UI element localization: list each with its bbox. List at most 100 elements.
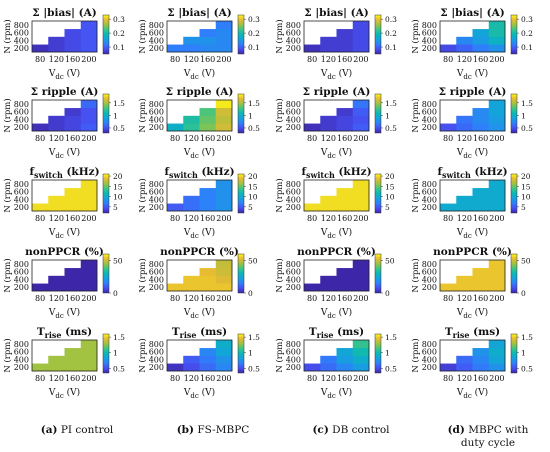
y-tick-label: 800	[422, 340, 437, 349]
heatmap-cell	[488, 123, 506, 132]
colorbar	[510, 93, 518, 134]
x-tick-label: 80	[443, 55, 453, 64]
x-tick-label: 160	[200, 214, 215, 223]
heatmap-cell	[336, 283, 354, 292]
heatmap-cell	[183, 123, 200, 132]
heatmap-cell	[472, 187, 490, 196]
heatmap-cell	[199, 275, 217, 284]
heatmap-cell	[199, 195, 217, 204]
y-axis-label: N (rpm)	[137, 178, 148, 212]
heatmap-cell-empty	[32, 260, 49, 269]
y-tick-label: 800	[14, 21, 29, 30]
heatmap-cell-empty	[32, 36, 49, 45]
heatmap-cell-empty	[64, 340, 82, 349]
heatmap-cell	[352, 180, 370, 189]
heatmap-cell	[215, 203, 233, 212]
heatmap-cell-empty	[64, 180, 82, 189]
y-tick-label: 200	[422, 123, 437, 132]
y-tick-label: 400	[286, 275, 301, 284]
heatmap-cell	[80, 203, 98, 212]
heatmap-cell	[456, 283, 473, 292]
heatmap-cell	[167, 203, 184, 212]
y-tick-label: 200	[14, 283, 29, 292]
y-tick-label: 200	[286, 44, 301, 53]
colorbar-tick-label: 1	[248, 111, 253, 120]
colorbar-tick-label: 0.5	[113, 124, 125, 133]
heatmap-cell-empty	[320, 100, 337, 109]
heatmap-cell	[32, 44, 49, 53]
colorbar-tick-label: 15	[248, 182, 258, 191]
heatmap-cell	[215, 107, 233, 116]
heatmap-cell	[183, 44, 200, 53]
heatmap-cell-empty	[199, 260, 217, 269]
heatmap-cell-empty	[48, 340, 65, 349]
x-tick-label: 120	[321, 294, 336, 303]
y-axis-label: N (rpm)	[410, 258, 421, 292]
heatmap-cell	[336, 195, 354, 204]
heatmap-cell-empty	[167, 355, 184, 364]
heatmap-cell-empty	[320, 260, 337, 269]
x-tick-label: 200	[216, 374, 231, 383]
heatmap-cell	[488, 115, 506, 124]
y-tick-label: 600	[149, 348, 164, 357]
x-tick-label: 120	[49, 374, 64, 383]
y-axis-label: N (rpm)	[274, 98, 285, 132]
heatmap-cell	[64, 203, 82, 212]
x-tick-label: 80	[170, 55, 180, 64]
y-tick-label: 800	[286, 21, 301, 30]
y-tick-label: 800	[286, 340, 301, 349]
x-tick-label: 200	[353, 294, 368, 303]
x-tick-label: 80	[307, 134, 317, 143]
heatmap-cell-empty	[199, 21, 217, 30]
heatmap-cell-empty	[48, 100, 65, 109]
heatmap-cell-empty	[32, 275, 49, 284]
heatmap-cell-empty	[48, 267, 65, 276]
heatmap-cell	[64, 363, 82, 372]
y-tick-label: 400	[14, 36, 29, 45]
colorbar-tick-label: 20	[113, 172, 123, 181]
colorbar-tick-label: 1.5	[521, 333, 533, 342]
x-axis-label: Vdc (V)	[320, 68, 352, 81]
y-tick-label: 400	[14, 355, 29, 364]
heatmap-cell	[488, 340, 506, 349]
panel-title: nonPPCR (%)	[160, 246, 239, 258]
heatmap-cell-empty	[32, 267, 49, 276]
x-tick-label: 200	[353, 55, 368, 64]
heatmap-cell-empty	[48, 260, 65, 269]
heatmap-cell-empty	[304, 347, 321, 356]
colorbar	[374, 333, 382, 374]
colorbar	[510, 173, 518, 214]
plot-frame	[303, 179, 370, 212]
heatmap-cell	[215, 267, 233, 276]
heatmap-cell	[488, 180, 506, 189]
y-tick-label: 600	[14, 29, 29, 38]
heatmap-cell-empty	[440, 275, 457, 284]
colorbar-tick-label: 0.1	[385, 43, 397, 52]
heatmap-cell-empty	[199, 100, 217, 109]
heatmap-cell	[199, 363, 217, 372]
y-tick-label: 400	[286, 355, 301, 364]
heatmap-cell-empty	[456, 340, 473, 349]
x-tick-label: 160	[65, 214, 80, 223]
heatmap-cell	[336, 107, 354, 116]
heatmap-cell-empty	[304, 28, 321, 37]
heatmap-cell-empty	[48, 107, 65, 116]
heatmap-cell-empty	[167, 28, 184, 37]
heatmap-cell	[64, 28, 82, 37]
panel-title: nonPPCR (%)	[297, 246, 376, 258]
heatmap-cell	[336, 275, 354, 284]
y-tick-label: 600	[286, 268, 301, 277]
heatmap-cell	[215, 187, 233, 196]
heatmap-cell	[352, 260, 370, 269]
heatmap-cell	[472, 267, 490, 276]
y-axis-label: N (rpm)	[410, 19, 421, 53]
colorbar-tick-label: 1.5	[113, 333, 125, 342]
heatmap-cell-empty	[167, 267, 184, 276]
colorbar-tick-label: 0.5	[521, 364, 533, 373]
y-tick-label: 800	[14, 100, 29, 109]
heatmap-cell	[64, 44, 82, 53]
panel-title: Σ |bias| (A)	[167, 7, 232, 19]
colorbar-tick-label: 0	[248, 289, 253, 298]
